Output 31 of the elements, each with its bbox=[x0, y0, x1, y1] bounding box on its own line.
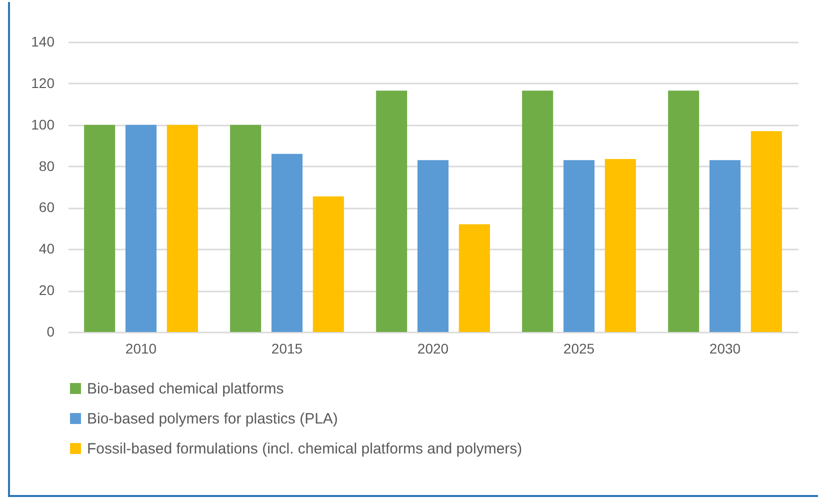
bar bbox=[563, 160, 595, 332]
y-tick-label: 80 bbox=[38, 158, 55, 174]
y-tick-label: 140 bbox=[31, 34, 55, 50]
legend-label: Fossil-based formulations (incl. chemical platforms and polymers) bbox=[87, 440, 522, 458]
bar bbox=[750, 131, 782, 332]
bar bbox=[166, 124, 198, 332]
y-tick-label: 20 bbox=[38, 282, 55, 298]
bar bbox=[271, 154, 303, 332]
bar bbox=[417, 160, 449, 332]
bar bbox=[125, 124, 157, 332]
y-tick-label: 60 bbox=[38, 199, 55, 216]
y-tick-label: 120 bbox=[31, 74, 55, 91]
bar bbox=[709, 160, 741, 332]
y-tick-label: 100 bbox=[31, 116, 55, 132]
y-tick-label: 0 bbox=[46, 324, 55, 340]
legend-label: Bio-based polymers for plastics (PLA) bbox=[87, 410, 338, 428]
x-tick-label: 2025 bbox=[563, 340, 595, 356]
bar bbox=[376, 90, 408, 332]
bar bbox=[604, 159, 636, 332]
legend-label: Bio-based chemical platforms bbox=[87, 380, 284, 398]
x-tick-label: 2010 bbox=[125, 340, 157, 356]
bar bbox=[668, 90, 700, 332]
bar bbox=[522, 90, 554, 332]
bar bbox=[458, 224, 490, 332]
y-tick-label: 40 bbox=[38, 240, 55, 257]
bar bbox=[84, 124, 116, 332]
x-tick-label: 2020 bbox=[417, 340, 449, 356]
bar bbox=[230, 124, 262, 332]
bar bbox=[312, 196, 344, 332]
x-tick-label: 2015 bbox=[271, 340, 303, 356]
x-tick-label: 2030 bbox=[709, 340, 741, 356]
